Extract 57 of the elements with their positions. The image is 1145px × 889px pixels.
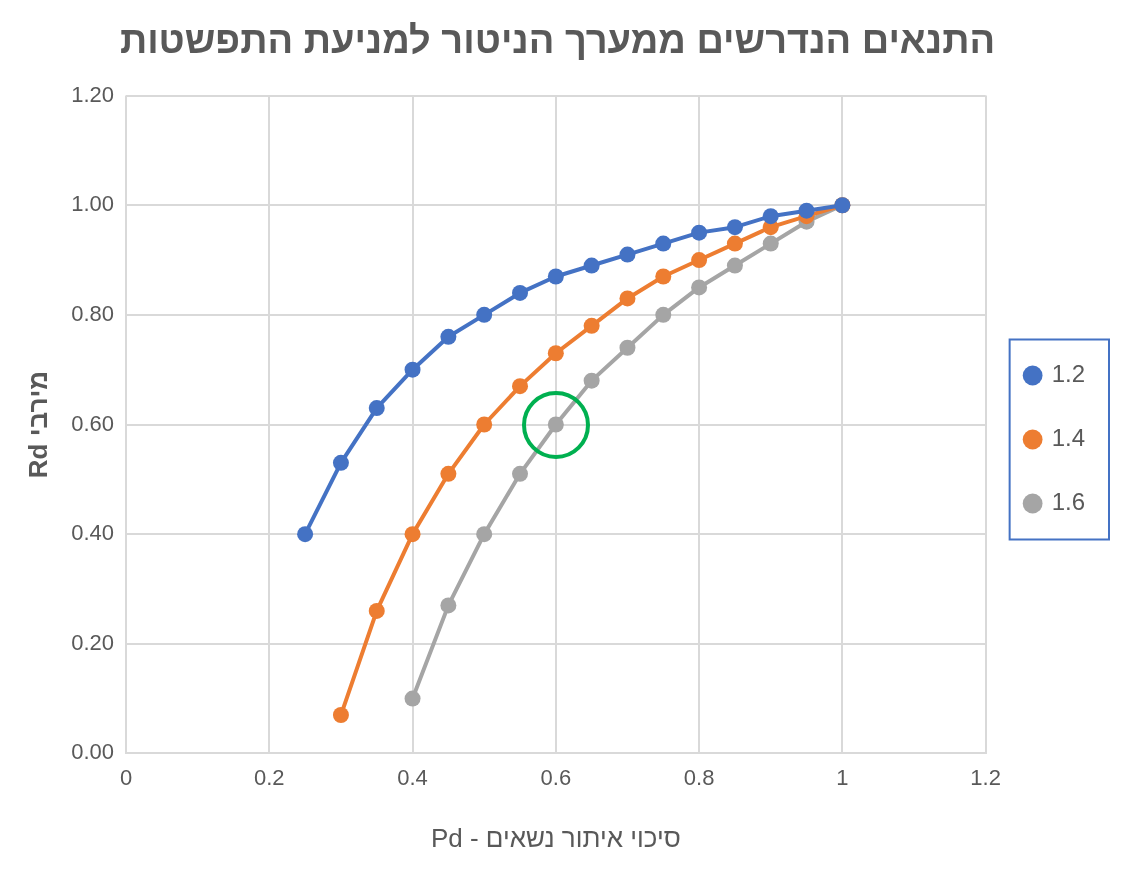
x-tick-label: 0.8	[683, 764, 715, 790]
legend-label: 1.6	[1051, 488, 1086, 516]
x-tick-label: 1.2	[970, 764, 1001, 790]
point	[404, 690, 421, 707]
y-tick-label: 1.00	[71, 191, 115, 217]
point	[691, 252, 708, 269]
point	[583, 317, 600, 334]
point	[619, 246, 636, 263]
point	[726, 257, 743, 274]
point	[332, 707, 349, 724]
point	[440, 328, 457, 345]
chart-title: התנאים הנדרשים ממערך הניטור למניעת התפשטות	[119, 19, 996, 62]
point	[726, 219, 743, 236]
point	[404, 361, 421, 378]
point	[512, 378, 529, 395]
y-tick-label: 1.20	[71, 81, 115, 107]
point	[547, 268, 564, 285]
point	[547, 345, 564, 362]
x-tick-label: 0.6	[540, 764, 572, 790]
point	[583, 372, 600, 389]
point	[476, 526, 493, 543]
point	[512, 465, 529, 482]
point	[440, 597, 457, 614]
point	[583, 257, 600, 274]
x-axis-title: Pd - סיכוי איתור נשאים	[430, 822, 681, 853]
legend-label: 1.4	[1051, 424, 1086, 452]
point	[440, 465, 457, 482]
point	[798, 202, 815, 219]
point	[691, 279, 708, 296]
x-tick-label: 0.4	[397, 764, 428, 790]
y-tick-label: 0.20	[71, 629, 115, 655]
x-tick-label: 0.2	[253, 764, 285, 790]
y-tick-label: 0.80	[71, 300, 115, 326]
x-tick-label: 1	[836, 764, 849, 790]
point	[691, 224, 708, 241]
point	[655, 306, 672, 323]
point	[476, 306, 493, 323]
legend-label: 1.2	[1051, 360, 1086, 388]
point	[726, 235, 743, 252]
x-tick-label: 0	[119, 764, 133, 790]
point	[762, 208, 779, 225]
point	[368, 602, 385, 619]
point	[297, 526, 314, 543]
point	[368, 400, 385, 417]
y-axis-title: Rd מירבי	[22, 370, 53, 479]
y-tick-label: 0.60	[71, 410, 115, 436]
point	[655, 235, 672, 252]
point	[619, 339, 636, 356]
point	[655, 268, 672, 285]
point	[512, 284, 529, 301]
point	[619, 290, 636, 307]
point	[332, 454, 349, 471]
y-tick-label: 0.40	[71, 520, 115, 546]
point	[404, 526, 421, 543]
point	[476, 416, 493, 433]
y-tick-label: 0.00	[71, 739, 115, 765]
point	[762, 235, 779, 252]
